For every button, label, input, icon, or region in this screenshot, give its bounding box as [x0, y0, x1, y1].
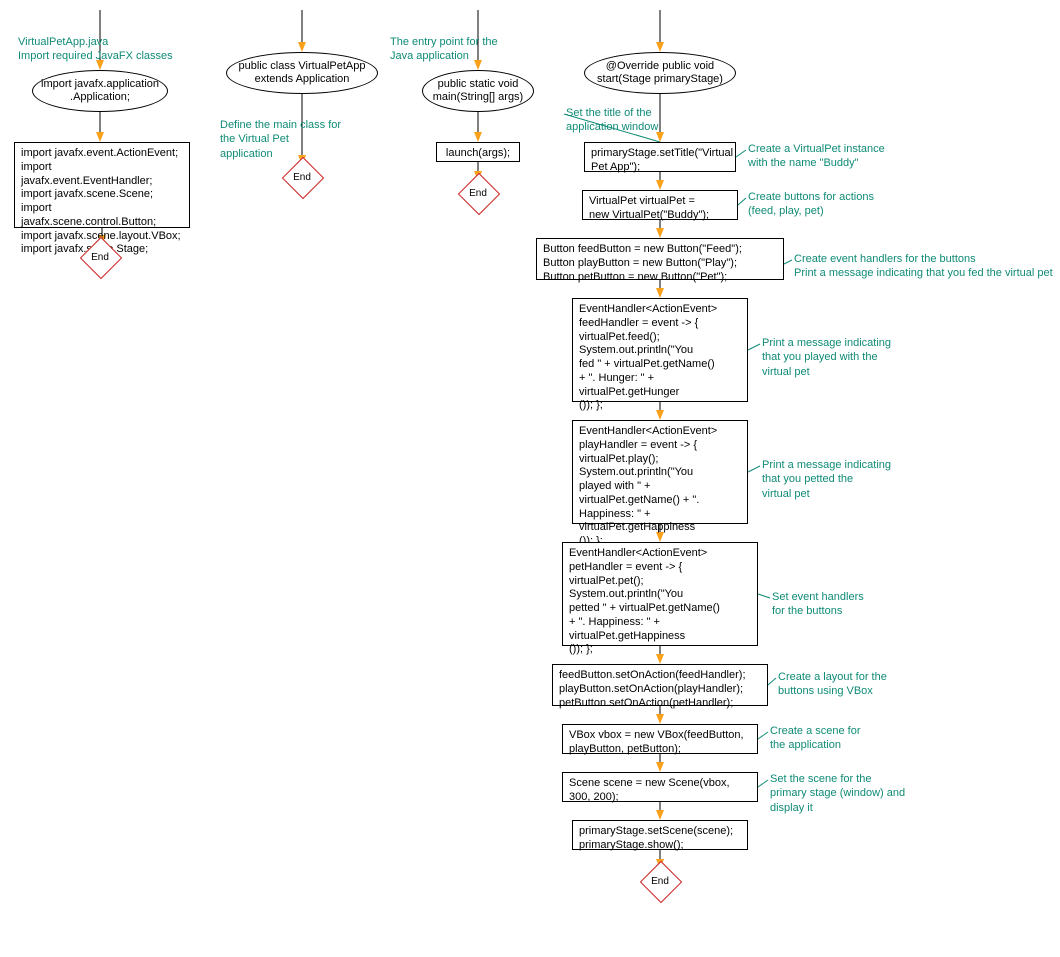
box-node: VBox vbox = new VBox(feedButton, playBut… — [562, 724, 758, 754]
end-label: End — [640, 864, 680, 898]
ellipse-node: import javafx.application .Application; — [32, 70, 168, 112]
flowchart-canvas: import javafx.application .Application; i… — [0, 0, 1060, 957]
node-text: public static void main(String[] args) — [431, 78, 525, 104]
end-node: End — [458, 176, 498, 210]
side-annotation: Print a message indicating that you play… — [762, 336, 891, 379]
box-node: primaryStage.setScene(scene); primarySta… — [572, 820, 748, 850]
box-node: Scene scene = new Scene(vbox, 300, 200); — [562, 772, 758, 802]
column-annotation: VirtualPetApp.java Import required JavaF… — [18, 35, 173, 64]
end-label: End — [458, 176, 498, 210]
side-annotation: Set the title of the application window — [566, 106, 658, 135]
box-node: launch(args); — [436, 142, 520, 162]
end-node: End — [282, 160, 322, 194]
column-annotation: The entry point for the Java application — [390, 35, 498, 64]
box-node: import javafx.event.ActionEvent; import … — [14, 142, 190, 228]
side-annotation: Create event handlers for the buttons Pr… — [794, 252, 1053, 281]
box-node: primaryStage.setTitle("Virtual Pet App")… — [584, 142, 736, 172]
ellipse-node: public static void main(String[] args) — [422, 70, 534, 112]
side-annotation: Create a VirtualPet instance with the na… — [748, 142, 885, 171]
side-annotation: Create buttons for actions (feed, play, … — [748, 190, 874, 219]
end-label: End — [80, 240, 120, 274]
node-text: public class VirtualPetApp extends Appli… — [235, 60, 369, 86]
end-label: End — [282, 160, 322, 194]
node-text: @Override public void start(Stage primar… — [593, 60, 727, 86]
side-annotation: Set the scene for the primary stage (win… — [770, 772, 905, 815]
ellipse-node: public class VirtualPetApp extends Appli… — [226, 52, 378, 94]
side-annotation: Create a scene for the application — [770, 724, 861, 753]
box-node: feedButton.setOnAction(feedHandler); pla… — [552, 664, 768, 706]
side-annotation: Set event handlers for the buttons — [772, 590, 864, 619]
node-text: import javafx.application .Application; — [41, 78, 159, 104]
box-node: EventHandler<ActionEvent> petHandler = e… — [562, 542, 758, 646]
box-node: VirtualPet virtualPet = new VirtualPet("… — [582, 190, 738, 220]
box-node: EventHandler<ActionEvent> feedHandler = … — [572, 298, 748, 402]
end-node: End — [80, 240, 120, 274]
side-annotation: Create a layout for the buttons using VB… — [778, 670, 887, 699]
column-annotation: Define the main class for the Virtual Pe… — [220, 118, 341, 161]
box-node: Button feedButton = new Button("Feed"); … — [536, 238, 784, 280]
side-annotation: Print a message indicating that you pett… — [762, 458, 891, 501]
box-node: EventHandler<ActionEvent> playHandler = … — [572, 420, 748, 524]
ellipse-node: @Override public void start(Stage primar… — [584, 52, 736, 94]
end-node: End — [640, 864, 680, 898]
